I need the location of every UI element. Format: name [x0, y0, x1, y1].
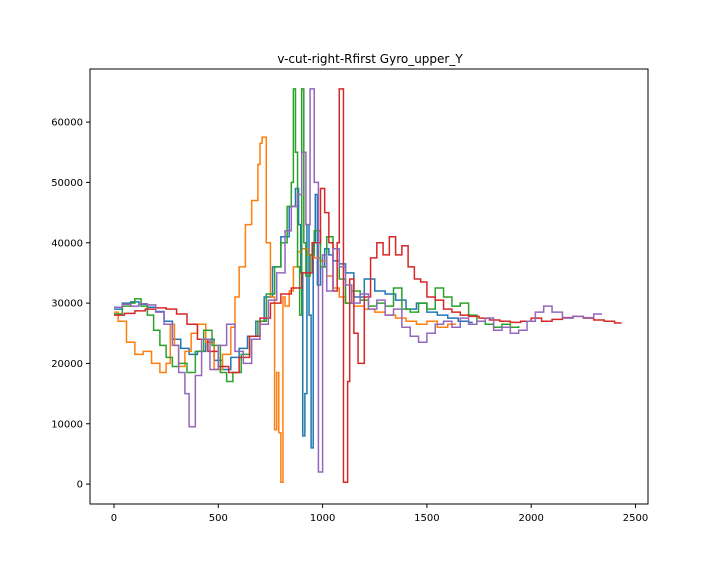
x-tick-label: 500	[209, 513, 228, 524]
x-tick-label: 1500	[414, 513, 439, 524]
x-tick-label: 2500	[623, 513, 648, 524]
series-layer	[113, 88, 622, 484]
y-tick-label: 40000	[51, 238, 83, 249]
y-tick-label: 30000	[51, 299, 83, 310]
x-tick-label: 2000	[518, 513, 543, 524]
series-line-4	[113, 88, 622, 484]
y-tick-label: 20000	[51, 359, 83, 370]
y-tick-label: 50000	[51, 178, 83, 189]
x-tick-label: 1000	[310, 513, 335, 524]
series-line-5	[113, 88, 603, 473]
chart-title: v-cut-right-Rfirst Gyro_upper_Y	[277, 52, 463, 66]
x-tick-label: 0	[111, 513, 117, 524]
y-tick-label: 10000	[51, 419, 83, 430]
y-tick-label: 0	[77, 480, 83, 491]
y-tick-label: 60000	[51, 118, 83, 129]
series-line-1	[113, 187, 473, 449]
axes-layer: 0 500 1000 1500 2000 2500 0 10000 20000 30000 4000…	[51, 118, 648, 524]
plot-frame	[89, 68, 649, 505]
